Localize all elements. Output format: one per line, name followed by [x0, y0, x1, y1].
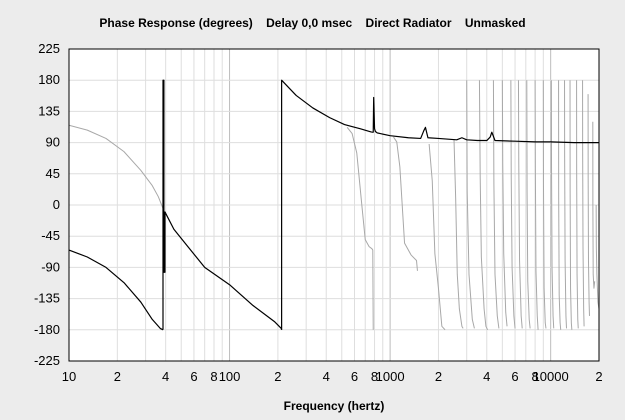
x-tick-label: 2: [595, 369, 602, 384]
gray-phase-segment: [558, 80, 562, 330]
x-tick-label: 8: [371, 369, 378, 384]
black-phase-segment: [68, 249, 164, 331]
y-tick-label: -135: [34, 291, 60, 306]
y-tick-label: 45: [46, 166, 60, 181]
gray-phase-segment: [595, 204, 600, 310]
x-tick-label: 6: [190, 369, 197, 384]
gray-phase-segment: [582, 80, 585, 327]
y-tick-label: 225: [38, 41, 60, 56]
black-phase-segment: [162, 79, 167, 330]
x-tick-label: 4: [323, 369, 330, 384]
black-phase-segment: [165, 213, 283, 330]
y-tick-label: -90: [41, 259, 60, 274]
y-tick-label: 90: [46, 135, 60, 150]
plot-frame: [68, 48, 600, 362]
gray-phase-segment: [550, 80, 555, 329]
gray-phase-segment: [517, 80, 523, 329]
x-tick-label: 8: [210, 369, 217, 384]
x-tick-label: 10: [62, 369, 76, 384]
black-phase-segment: [281, 79, 373, 330]
black-phase-segment: [371, 96, 378, 134]
gray-phase-segment: [564, 80, 568, 329]
x-tick-label: 10000: [533, 369, 569, 384]
x-tick-label: 2: [114, 369, 121, 384]
x-tick-label: 100: [219, 369, 241, 384]
x-tick-label: 1000: [376, 369, 405, 384]
gray-phase-segment: [587, 94, 590, 316]
x-tick-label: 4: [162, 369, 169, 384]
y-tick-label: -180: [34, 322, 60, 337]
y-tick-label: 180: [38, 72, 60, 87]
gray-phase-segment: [526, 80, 531, 329]
gray-phase-segment: [510, 80, 516, 329]
chart-title: Phase Response (degrees) Delay 0,0 msec …: [99, 16, 526, 30]
black-phase-segment: [376, 126, 599, 144]
y-axis-ticks: 225 180 135 90 45 0 -45 -90 -135 -180 -225: [34, 41, 60, 368]
gray-phase-segment: [576, 80, 579, 329]
gray-phase-segment: [534, 80, 539, 330]
x-tick-label: 2: [435, 369, 442, 384]
y-tick-label: 0: [53, 197, 60, 212]
x-tick-label: 2: [274, 369, 281, 384]
gray-phase-segment: [393, 136, 418, 271]
gray-phase-segment: [542, 80, 547, 329]
gray-phase-segment: [428, 143, 446, 331]
y-tick-label: -45: [41, 228, 60, 243]
gray-phase-segment: [466, 80, 475, 329]
gray-phase-segment: [492, 80, 500, 329]
x-tick-label: 4: [483, 369, 490, 384]
gray-phase-segment: [346, 127, 374, 330]
series-layer: [68, 79, 600, 331]
gray-phase-segment: [501, 80, 508, 327]
y-tick-label: 135: [38, 103, 60, 118]
gray-phase-segment: [592, 121, 596, 289]
gray-phase-segment: [478, 80, 489, 331]
x-tick-label: 6: [351, 369, 358, 384]
y-tick-label: -225: [34, 353, 60, 368]
gray-phase-segment: [68, 124, 166, 216]
x-axis-label: Frequency (hertz): [283, 399, 385, 413]
gray-phase-segment: [569, 80, 573, 330]
gray-phase-segment: [453, 139, 464, 329]
x-tick-label: 8: [531, 369, 538, 384]
x-tick-label: 6: [511, 369, 518, 384]
